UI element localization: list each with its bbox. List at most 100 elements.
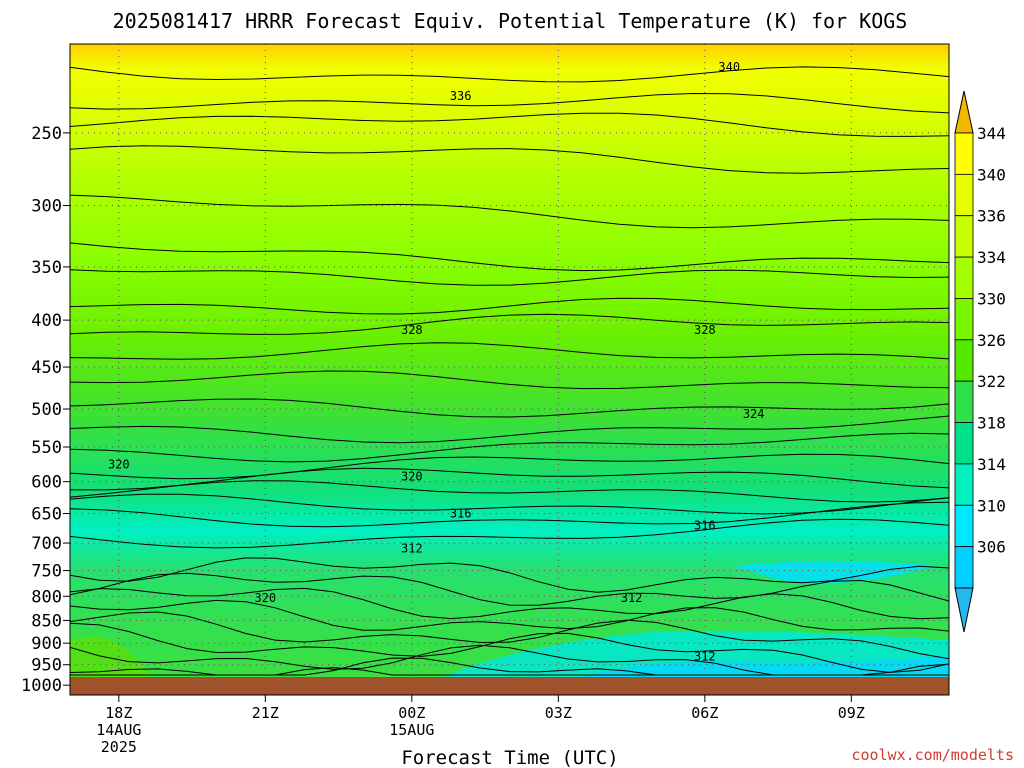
colorbar-label: 344 bbox=[977, 124, 1006, 143]
isentrope-contour bbox=[70, 599, 949, 632]
isentrope-contour bbox=[70, 242, 949, 272]
y-tick-label: 450 bbox=[31, 358, 62, 378]
colorbar-segment bbox=[954, 463, 974, 506]
colorbar-label: 318 bbox=[977, 414, 1006, 433]
colorbar-label: 310 bbox=[977, 496, 1006, 515]
contour-label: 320 bbox=[254, 591, 276, 605]
contour-label: 324 bbox=[743, 407, 765, 421]
theta-e-field bbox=[70, 44, 949, 684]
colorbar-segment bbox=[954, 546, 974, 589]
contour-label: 312 bbox=[694, 649, 716, 663]
isentrope-contour bbox=[70, 370, 949, 390]
grid-lines bbox=[70, 44, 949, 695]
x-tick-label: 09Z bbox=[838, 704, 865, 722]
contour-label: 336 bbox=[450, 89, 472, 103]
isentrope-contour bbox=[70, 622, 949, 673]
contour-label: 316 bbox=[694, 519, 716, 533]
y-tick-label: 900 bbox=[31, 634, 62, 654]
isentrope-contour bbox=[70, 493, 949, 515]
y-tick-label: 750 bbox=[31, 562, 62, 582]
contour-label: 312 bbox=[401, 542, 423, 556]
colorbar-segment bbox=[954, 256, 974, 299]
midlevel-cyan-pocket bbox=[735, 561, 935, 585]
colorbar-label: 326 bbox=[977, 331, 1006, 350]
colorbar-segment bbox=[954, 298, 974, 341]
y-tick-label: 300 bbox=[31, 197, 62, 217]
colorbar-label: 314 bbox=[977, 455, 1006, 474]
isentrope-contour bbox=[70, 557, 949, 593]
colorbar-segment bbox=[954, 215, 974, 258]
isentrope-contour bbox=[70, 480, 949, 503]
colorbar-segment bbox=[954, 339, 974, 382]
colorbar-label: 334 bbox=[977, 248, 1006, 267]
y-tick-label: 650 bbox=[31, 505, 62, 525]
y-tick-label: 700 bbox=[31, 534, 62, 554]
colorbar-label: 322 bbox=[977, 372, 1006, 391]
isentrope-contour bbox=[70, 467, 949, 491]
y-tick-label: 550 bbox=[31, 438, 62, 458]
credit-text: coolwx.com/modelts bbox=[851, 746, 1014, 764]
colorbar: 344 340 336 334 330 326 322 318 314 310 306 bbox=[954, 90, 1006, 633]
contour-label: 328 bbox=[401, 323, 423, 337]
colorbar-label: 306 bbox=[977, 538, 1006, 557]
isentrope-contour bbox=[70, 342, 949, 360]
x-tick-label: 03Z bbox=[545, 704, 572, 722]
isentrope-contour bbox=[70, 313, 949, 335]
contour-label: 320 bbox=[401, 469, 423, 483]
isentrope-contour bbox=[70, 518, 949, 549]
isentrope-contour bbox=[70, 269, 949, 286]
x-tick-label: 06Z bbox=[691, 704, 718, 722]
contour-label: 340 bbox=[718, 60, 740, 74]
contour-labels: 340 336 328 328 324 320 320 316 316 312 320 312 312 bbox=[108, 60, 765, 663]
colorbar-label: 330 bbox=[977, 289, 1006, 308]
y-tick-label: 850 bbox=[31, 611, 62, 631]
isentrope-contour bbox=[70, 92, 949, 114]
x-tick-label: 00Z bbox=[398, 704, 425, 722]
plot-frame bbox=[69, 43, 950, 696]
contour-label: 320 bbox=[108, 458, 130, 472]
colorbar-segment bbox=[954, 504, 974, 548]
isentrope-contour bbox=[70, 112, 949, 137]
y-tick-label: 350 bbox=[31, 258, 62, 278]
isentrope-contour bbox=[70, 145, 949, 174]
terrain-ground bbox=[70, 677, 949, 695]
contour-label: 328 bbox=[694, 323, 716, 337]
isentrope-contour bbox=[70, 611, 949, 660]
x-tick-label: 15AUG bbox=[389, 721, 434, 739]
x-tick-label: 18Z bbox=[105, 704, 132, 722]
colorbar-bottom-arrow bbox=[954, 587, 974, 633]
y-tick-label: 500 bbox=[31, 400, 62, 420]
isentrope-contour bbox=[70, 572, 949, 606]
x-tick-label: 2025 bbox=[101, 738, 137, 756]
colorbar-label: 340 bbox=[977, 165, 1006, 184]
colorbar-segment bbox=[954, 422, 974, 465]
colorbar-segment bbox=[954, 173, 974, 217]
x-tick-label: 14AUG bbox=[96, 721, 141, 739]
colorbar-segment bbox=[954, 380, 974, 423]
y-tick-label: 1000 bbox=[21, 676, 62, 696]
plot-area bbox=[70, 44, 949, 695]
y-tick-label: 250 bbox=[31, 124, 62, 144]
y-tick-label: 600 bbox=[31, 473, 62, 493]
colorbar-top-arrow bbox=[954, 90, 974, 134]
isentrope-contour bbox=[70, 194, 949, 229]
colorbar-label: 336 bbox=[977, 207, 1006, 226]
y-axis: 250 300 350 400 450 500 550 600 650 700 750 800 850 9… bbox=[21, 124, 70, 696]
isentrope-contour bbox=[70, 453, 949, 480]
colorbar-segment bbox=[954, 132, 974, 175]
contour-label: 316 bbox=[450, 507, 472, 521]
isentrope-contour bbox=[70, 66, 949, 83]
y-tick-label: 400 bbox=[31, 311, 62, 331]
y-tick-label: 800 bbox=[31, 587, 62, 607]
contour-label: 312 bbox=[621, 591, 643, 605]
isentrope-contour bbox=[70, 297, 949, 315]
y-tick-label: 950 bbox=[31, 656, 62, 676]
chart-title: 2025081417 HRRR Forecast Equiv. Potentia… bbox=[113, 9, 908, 33]
isentrope-contour bbox=[70, 667, 949, 676]
x-axis-title: Forecast Time (UTC) bbox=[401, 747, 618, 768]
x-tick-label: 21Z bbox=[252, 704, 279, 722]
isentrope-contour bbox=[70, 415, 949, 444]
isentrope-contour bbox=[70, 432, 949, 463]
